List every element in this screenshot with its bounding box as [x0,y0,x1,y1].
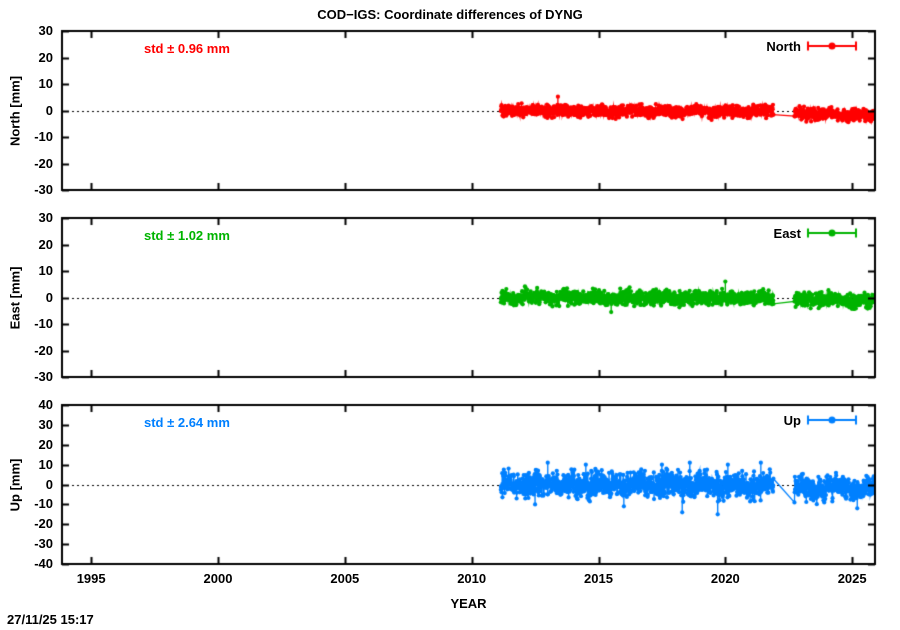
y-tick-label: 20 [38,49,53,65]
y-axis-title: Up [mm] [7,458,23,511]
y-tick-label: 10 [38,76,53,91]
chart-title: COD−IGS: Coordinate differences of DYNG [317,7,583,22]
y-tick-label: 0 [45,476,53,492]
x-tick-label: 2010 [457,571,487,586]
y-tick-label: -20 [34,155,53,171]
y-tick-label: 0 [45,102,53,118]
x-tick-label: 2000 [203,571,233,586]
y-axis-title: East [mm] [7,266,23,329]
y-tick-label: 30 [38,416,53,432]
y-tick-label: -20 [34,516,53,532]
x-tick-label: 2005 [330,571,360,586]
x-axis-title: YEAR [450,596,487,611]
y-tick-label: -30 [34,369,53,384]
x-tick-label: 2015 [584,571,613,586]
y-tick-label: 40 [38,397,53,412]
y-axis-title: North [mm] [7,75,23,146]
std-label: std ± 2.64 mm [144,415,230,430]
x-tick-label: 2025 [837,571,867,586]
legend-label: North [766,39,801,54]
y-tick-label: 30 [38,210,53,225]
x-tick-label: 2020 [710,571,740,586]
y-tick-label: -10 [34,129,53,144]
legend-label: East [773,226,801,241]
y-tick-label: -20 [34,342,53,358]
y-tick-label: -30 [34,182,53,197]
y-tick-label: 0 [45,289,53,305]
y-tick-label: 20 [38,236,53,252]
y-tick-label: -30 [34,536,53,552]
y-tick-label: 20 [38,436,53,452]
legend-label: Up [783,413,801,428]
std-label: std ± 0.96 mm [144,41,230,56]
std-label: std ± 1.02 mm [144,228,230,243]
y-tick-label: -10 [34,316,53,331]
y-tick-label: 10 [38,456,53,472]
y-tick-label: -40 [34,556,53,571]
y-tick-label: 30 [38,23,53,38]
y-tick-label: -10 [34,496,53,512]
y-tick-label: 10 [38,263,53,278]
timestamp: 27/11/25 15:17 [7,612,94,627]
x-tick-label: 1995 [76,571,106,586]
